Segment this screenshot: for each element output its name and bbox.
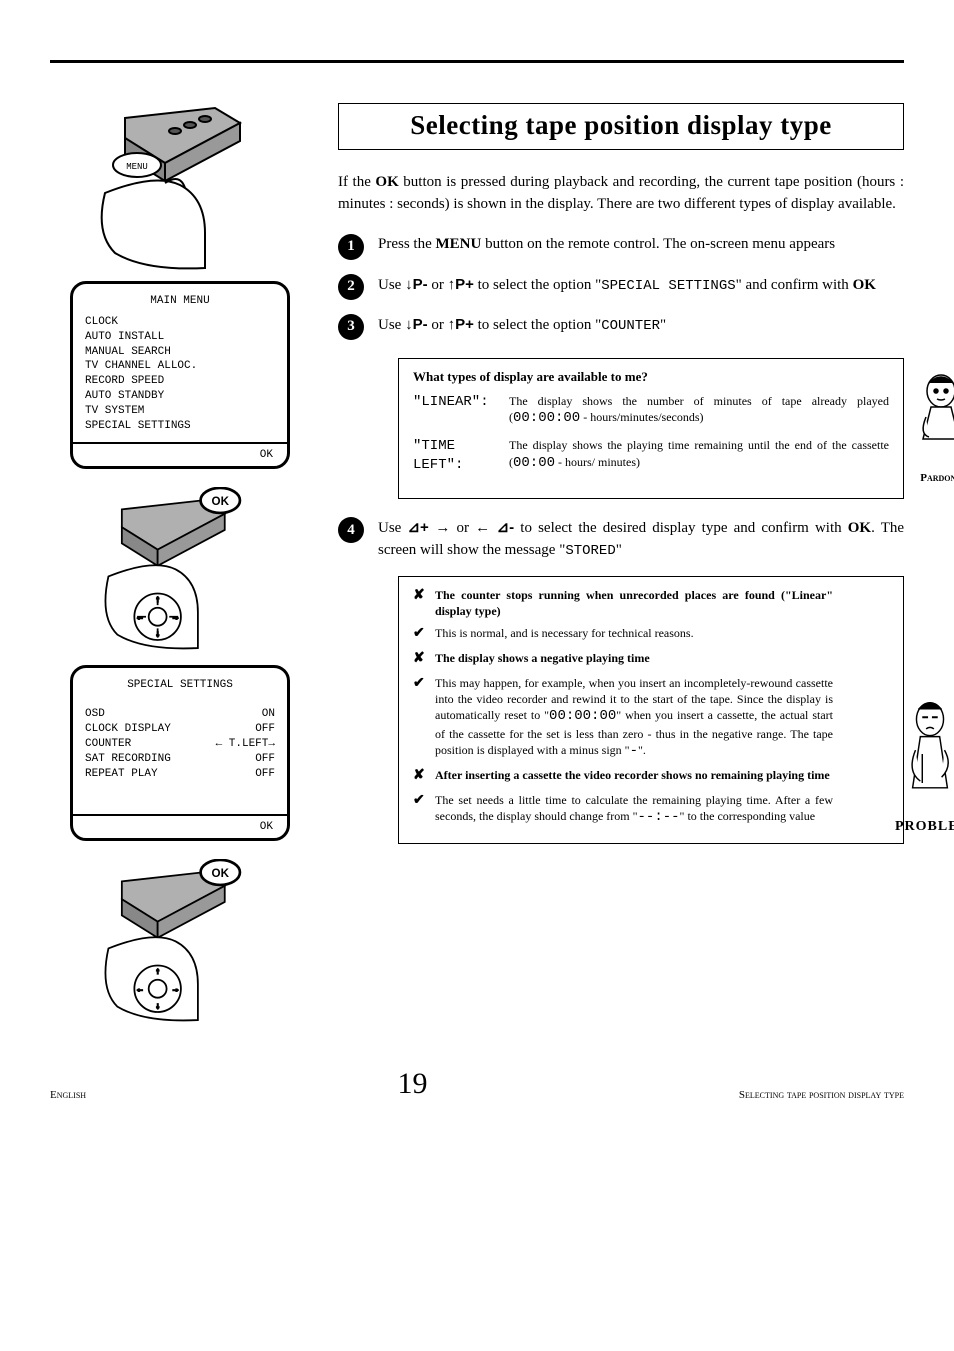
step-number: 4 (338, 517, 364, 543)
screen2-row-r: OFF (255, 752, 275, 767)
problem-label: PROBLEM (895, 818, 954, 837)
inset-row-label: "TIME LEFT": (413, 437, 501, 476)
step-number: 2 (338, 274, 364, 300)
page-footer: English 19 Selecting tape position displ… (50, 1067, 904, 1101)
page-title: Selecting tape position display type (355, 110, 887, 141)
pardon-label: Pardon? (909, 472, 954, 484)
up-p-plus-icon: ↑P+ (448, 276, 474, 293)
svg-text:↓: ↓ (156, 1002, 160, 1011)
problem-box: ✘The counter stops running when unrecord… (398, 576, 904, 844)
footer-section: Selecting tape position display type (739, 1089, 904, 1101)
remote-ok-illustration-1: ↑ ↓ ← → OK (85, 487, 275, 657)
svg-text:↑: ↑ (156, 595, 160, 604)
left-minus-icon: ← ⊿- (475, 519, 514, 536)
check-icon: ✔ (413, 625, 427, 644)
cross-icon: ✘ (413, 650, 427, 669)
svg-text:↑: ↑ (156, 967, 160, 976)
screen1-line: SPECIAL SETTINGS (85, 419, 275, 434)
screen2-row-l: SAT RECORDING (85, 752, 171, 767)
title-box: Selecting tape position display type (338, 103, 904, 150)
screen1-ok: OK (73, 442, 287, 467)
screen2-row-r: OFF (255, 722, 275, 737)
step-1: 1 Press the MENU button on the remote co… (338, 234, 904, 260)
screen2-row-l: OSD (85, 707, 105, 722)
screen2-row-l: COUNTER (85, 737, 131, 752)
down-p-minus-icon: ↓P- (405, 316, 428, 333)
svg-text:←: ← (136, 613, 144, 622)
screen2-row-r: OFF (255, 767, 275, 782)
intro-paragraph: If the OK button is pressed during playb… (338, 172, 904, 216)
special-settings-screen: SPECIAL SETTINGS OSDON CLOCK DISPLAYOFF … (70, 665, 290, 841)
right-column: Selecting tape position display type If … (338, 103, 904, 1037)
footer-language: English (50, 1089, 86, 1101)
svg-text:↓: ↓ (156, 630, 160, 639)
remote-ok-illustration-2: ↑ ↓ ← → OK (85, 859, 275, 1029)
step-4: 4 Use ⊿+ → or ← ⊿- to select the desired… (338, 517, 904, 562)
cross-icon: ✘ (413, 767, 427, 786)
check-icon: ✔ (413, 792, 427, 827)
screen1-title: MAIN MENU (85, 294, 275, 309)
cross-icon: ✘ (413, 587, 427, 619)
screen1-line: AUTO STANDBY (85, 389, 275, 404)
screen2-row-l: CLOCK DISPLAY (85, 722, 171, 737)
main-menu-screen: MAIN MENU CLOCK AUTO INSTALL MANUAL SEAR… (70, 281, 290, 469)
svg-text:→: → (172, 985, 180, 994)
screen1-line: TV SYSTEM (85, 404, 275, 419)
svg-text:→: → (172, 613, 180, 622)
step-number: 3 (338, 314, 364, 340)
screen1-line: AUTO INSTALL (85, 330, 275, 345)
screen1-line: RECORD SPEED (85, 374, 275, 389)
step-2: 2 Use ↓P- or ↑P+ to select the option "S… (338, 274, 904, 300)
screen2-row-l: REPEAT PLAY (85, 767, 158, 782)
step-number: 1 (338, 234, 364, 260)
page-number: 19 (397, 1067, 427, 1101)
svg-text:←: ← (136, 985, 144, 994)
screen2-title: SPECIAL SETTINGS (85, 678, 275, 693)
menu-label: MENU (126, 162, 148, 172)
problem-figure: PROBLEM (895, 694, 954, 837)
screen2-row-r: ON (262, 707, 275, 722)
screen2-row-r: ← T.LEFT→ (216, 737, 275, 752)
pardon-figure: Pardon? (909, 369, 954, 484)
right-plus-icon: ⊿+ → (407, 519, 450, 536)
down-p-minus-icon: ↓P- (405, 276, 428, 293)
screen2-ok: OK (73, 814, 287, 839)
step-3: 3 Use ↓P- or ↑P+ to select the option "C… (338, 314, 904, 340)
inset-row-label: "LINEAR": (413, 393, 501, 429)
up-p-plus-icon: ↑P+ (448, 316, 474, 333)
ok-badge: OK (212, 867, 230, 880)
screen1-line: MANUAL SEARCH (85, 345, 275, 360)
screen1-line: CLOCK (85, 315, 275, 330)
check-icon: ✔ (413, 675, 427, 761)
inset-title: What types of display are available to m… (413, 369, 889, 385)
display-types-inset: What types of display are available to m… (398, 358, 904, 500)
remote-menu-illustration: MENU (85, 103, 275, 273)
screen1-line: TV CHANNEL ALLOC. (85, 359, 275, 374)
ok-badge: OK (212, 495, 230, 508)
left-column: MENU MAIN MENU CLOCK AUTO INSTALL MANUAL… (50, 103, 310, 1037)
